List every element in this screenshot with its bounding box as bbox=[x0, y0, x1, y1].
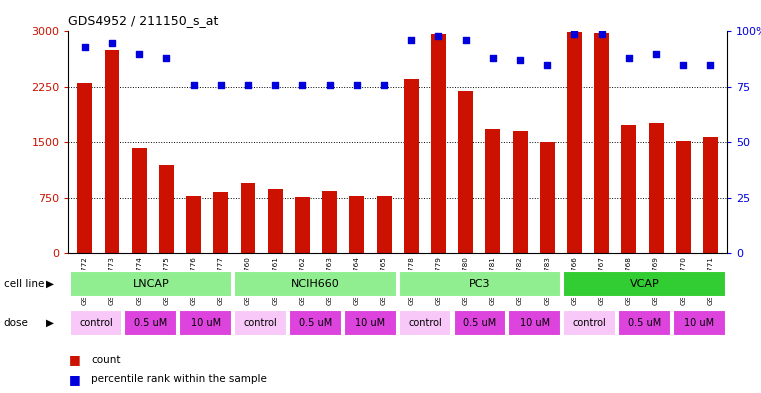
Point bbox=[622, 55, 635, 61]
Point bbox=[568, 31, 581, 37]
Point bbox=[133, 51, 145, 57]
Text: 10 uM: 10 uM bbox=[190, 318, 221, 328]
Text: ■: ■ bbox=[68, 353, 80, 366]
Point bbox=[405, 37, 417, 44]
Bar bbox=[289, 310, 342, 336]
Bar bbox=[180, 310, 232, 336]
Point bbox=[487, 55, 499, 61]
Text: 0.5 uM: 0.5 uM bbox=[628, 318, 661, 328]
Bar bbox=[69, 310, 123, 336]
Text: 0.5 uM: 0.5 uM bbox=[134, 318, 167, 328]
Point bbox=[106, 39, 118, 46]
Bar bbox=[344, 310, 396, 336]
Bar bbox=[673, 310, 726, 336]
Text: count: count bbox=[91, 354, 121, 365]
Bar bbox=[540, 142, 555, 253]
Bar bbox=[186, 196, 201, 253]
Text: 10 uM: 10 uM bbox=[520, 318, 550, 328]
Bar bbox=[618, 310, 670, 336]
Point bbox=[705, 62, 717, 68]
Bar bbox=[295, 197, 310, 253]
Text: GDS4952 / 211150_s_at: GDS4952 / 211150_s_at bbox=[68, 15, 219, 28]
Text: control: control bbox=[244, 318, 277, 328]
Point bbox=[78, 44, 91, 50]
Bar bbox=[648, 123, 664, 253]
Text: VCAP: VCAP bbox=[629, 279, 659, 289]
Bar bbox=[349, 196, 365, 253]
Text: 10 uM: 10 uM bbox=[684, 318, 715, 328]
Text: dose: dose bbox=[4, 318, 29, 328]
Text: control: control bbox=[408, 318, 442, 328]
Text: 0.5 uM: 0.5 uM bbox=[463, 318, 496, 328]
Bar bbox=[594, 33, 609, 253]
Bar bbox=[132, 148, 147, 253]
Bar bbox=[513, 130, 527, 253]
Bar bbox=[431, 35, 446, 253]
Point bbox=[215, 82, 227, 88]
Text: 10 uM: 10 uM bbox=[355, 318, 385, 328]
Point bbox=[596, 31, 608, 37]
Point bbox=[323, 82, 336, 88]
Bar bbox=[454, 310, 506, 336]
Text: control: control bbox=[573, 318, 607, 328]
Bar bbox=[322, 191, 337, 253]
Bar bbox=[240, 183, 256, 253]
Point bbox=[677, 62, 689, 68]
Bar bbox=[125, 310, 177, 336]
Text: ▶: ▶ bbox=[46, 318, 54, 328]
Bar bbox=[159, 165, 174, 253]
Bar bbox=[458, 92, 473, 253]
Point bbox=[351, 82, 363, 88]
Bar bbox=[621, 125, 636, 253]
Text: control: control bbox=[79, 318, 113, 328]
Bar bbox=[676, 141, 691, 253]
Bar bbox=[213, 192, 228, 253]
Text: PC3: PC3 bbox=[469, 279, 491, 289]
Bar bbox=[104, 50, 119, 253]
Bar bbox=[399, 271, 561, 297]
Point bbox=[378, 82, 390, 88]
Text: ■: ■ bbox=[68, 373, 80, 386]
Bar bbox=[377, 196, 391, 253]
Bar bbox=[268, 189, 282, 253]
Text: ▶: ▶ bbox=[46, 279, 54, 289]
Bar bbox=[234, 271, 396, 297]
Point bbox=[541, 62, 553, 68]
Point bbox=[514, 57, 526, 63]
Point bbox=[650, 51, 662, 57]
Point bbox=[161, 55, 173, 61]
Point bbox=[432, 33, 444, 39]
Bar bbox=[234, 310, 287, 336]
Bar bbox=[486, 129, 500, 253]
Bar bbox=[567, 32, 582, 253]
Point bbox=[269, 82, 282, 88]
Bar bbox=[69, 271, 232, 297]
Point bbox=[460, 37, 472, 44]
Point bbox=[296, 82, 308, 88]
Point bbox=[187, 82, 199, 88]
Bar bbox=[399, 310, 451, 336]
Bar bbox=[703, 137, 718, 253]
Point bbox=[242, 82, 254, 88]
Bar bbox=[563, 271, 726, 297]
Text: cell line: cell line bbox=[4, 279, 44, 289]
Bar bbox=[563, 310, 616, 336]
Bar bbox=[78, 83, 92, 253]
Bar bbox=[508, 310, 561, 336]
Text: LNCAP: LNCAP bbox=[132, 279, 169, 289]
Bar bbox=[404, 79, 419, 253]
Text: NCIH660: NCIH660 bbox=[291, 279, 339, 289]
Text: 0.5 uM: 0.5 uM bbox=[299, 318, 332, 328]
Text: percentile rank within the sample: percentile rank within the sample bbox=[91, 374, 267, 384]
